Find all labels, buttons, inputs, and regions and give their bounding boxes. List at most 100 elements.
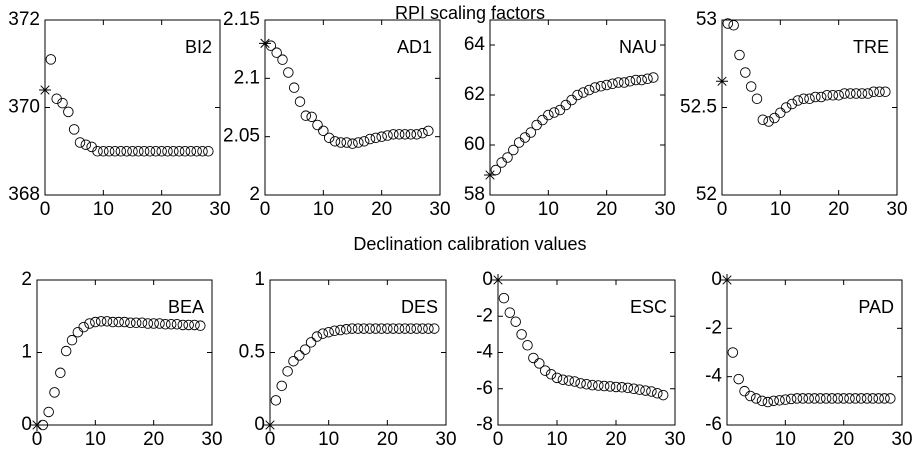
data-point [156,145,167,157]
data-point [657,389,669,401]
x-tick-label: 10 [85,429,106,450]
data-point [127,145,138,157]
data-point [294,96,306,107]
x-tick-label: 20 [828,199,849,220]
data-point [113,316,124,328]
data-point [66,334,78,346]
x-tick-label: 0 [722,429,733,450]
data-point [423,323,434,334]
data-point [504,307,516,318]
data-point [346,323,358,334]
data-point [861,393,873,404]
data-point [183,319,194,331]
data-point [832,393,844,404]
data-point [628,383,639,395]
data-point [177,319,189,331]
data-point [728,20,739,31]
initial-point [39,84,51,96]
y-tick-label: -2 [476,305,493,326]
y-tick-label: -4 [476,342,493,363]
data-point [879,393,890,404]
data-point [95,316,107,327]
data-point [294,350,305,361]
data-point [68,124,80,135]
data-point [405,323,417,334]
data-point [826,393,838,404]
x-tick-label: 10 [775,429,796,450]
data-point [317,328,329,339]
subplot: 0 10 20 30 52 52.5 53 TRE [680,9,908,220]
data-point [90,316,101,328]
x-tick-label: 10 [538,199,559,220]
axes-box [264,19,441,196]
data-point [845,88,856,99]
data-point [376,131,387,142]
data-point [598,380,610,392]
x-tick-label: 0 [485,199,496,220]
y-tick-label: 372 [8,9,40,30]
data-point [168,145,179,157]
y-tick-label: 0 [482,269,493,290]
data-point [399,323,411,334]
data-point [191,145,202,157]
data-point [855,393,867,404]
data-point [874,86,885,97]
y-tick-label: 2 [21,269,32,290]
data-point [358,323,370,334]
y-tick-label: 2.05 [223,126,260,147]
data-point [827,89,839,101]
x-tick-label: 0 [493,429,504,450]
x-tick-label: 0 [40,199,51,220]
subplot-title: ESC [630,297,667,317]
axes-box [726,279,903,426]
data-point [185,145,197,157]
data-point [60,345,72,357]
data-point [92,145,103,157]
data-point [125,317,136,329]
data-point [323,326,334,338]
data-point [581,378,592,390]
data-point [751,93,763,104]
data-point [78,321,89,333]
data-point [43,406,54,418]
data-point [270,395,282,406]
subplot: 0 10 20 30 0 0.5 1 DES [239,269,457,450]
data-point [820,393,832,404]
data-point [838,393,849,404]
data-point [636,74,647,86]
y-tick-label: 62 [464,84,485,105]
data-point [306,111,317,123]
data-point [862,88,874,99]
data-point [601,79,612,91]
data-point [810,91,821,103]
y-tick-label: 0 [21,414,32,435]
data-point [160,318,171,330]
data-point [510,316,521,327]
data-point [792,95,804,106]
x-tick-label: 30 [429,199,450,220]
initial-point [259,37,271,50]
y-tick-label: 0 [254,414,265,435]
data-point [537,114,548,126]
data-point [525,127,537,138]
data-point [757,114,769,125]
data-point [57,97,68,109]
data-point [646,386,657,397]
x-tick-label: 30 [654,199,675,220]
data-point [364,323,375,334]
data-point [815,393,826,404]
data-point [341,324,352,335]
data-point [318,125,329,137]
data-point [803,393,814,404]
subplot-title: DES [401,297,438,317]
y-tick-label: 0 [711,269,722,290]
data-point [311,331,323,342]
data-point [411,323,422,334]
data-point [519,132,531,143]
data-point [630,74,642,86]
data-point [288,82,300,93]
data-point [417,323,428,334]
data-point [329,325,340,337]
y-tick-label: -4 [705,366,722,387]
data-point [775,107,786,118]
